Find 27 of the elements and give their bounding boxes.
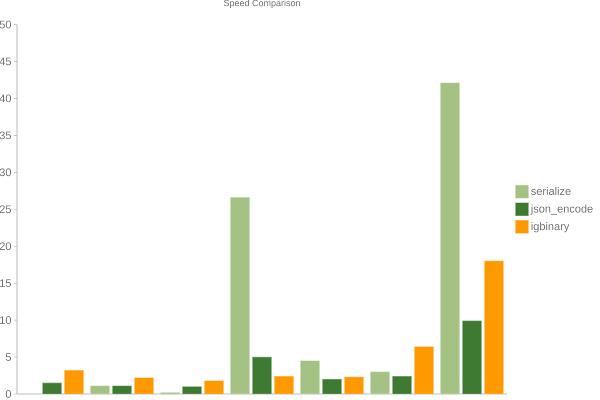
y-tick-label: 0 <box>6 390 12 398</box>
bar <box>392 376 412 394</box>
y-tick-label: 35 <box>0 131 11 140</box>
y-tick-label: 30 <box>0 168 12 176</box>
chart-title: Speed Comparison <box>224 0 300 8</box>
y-tick-label: 50 <box>0 20 12 28</box>
legend-label: serialize <box>531 186 571 195</box>
bar <box>300 360 320 394</box>
bar <box>274 376 294 394</box>
y-tick-label: 5 <box>6 353 11 361</box>
bar <box>230 197 250 394</box>
y-tick-label: 10 <box>0 316 12 324</box>
legend-label: igbinary <box>532 222 570 232</box>
bar <box>462 320 482 394</box>
bar <box>134 377 154 394</box>
bar <box>440 82 460 394</box>
bar <box>414 346 434 394</box>
bar <box>252 356 272 394</box>
bar <box>64 370 84 394</box>
bar <box>322 378 342 394</box>
y-tick-label: 20 <box>0 242 12 250</box>
legend-label: json_encode <box>530 204 593 215</box>
y-tick-label: 15 <box>0 279 11 287</box>
bar <box>484 260 504 394</box>
bar <box>370 372 390 394</box>
bar <box>42 382 62 394</box>
y-tick-label: 25 <box>0 205 11 214</box>
